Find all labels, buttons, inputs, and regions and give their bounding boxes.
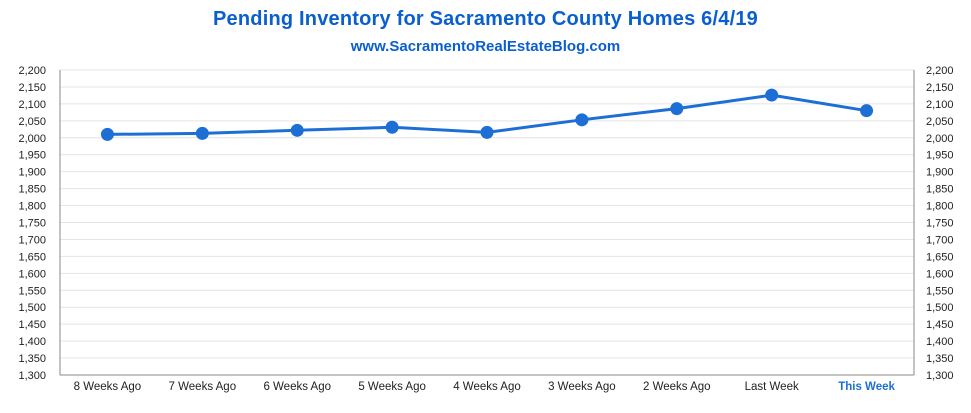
y-tick-label-left: 1,600 [18,268,46,280]
y-tick-label-right: 1,700 [926,234,954,246]
y-tick-label-right: 1,500 [926,302,954,314]
y-axis-left-ticks: 1,300 1,350 1,400 1,450 1,500 1,550 1,600 1,650… [18,65,46,382]
data-point [480,125,494,139]
y-tick-label-right: 1,350 [926,353,954,365]
y-tick-label-left: 2,000 [18,133,46,145]
y-tick-label-right: 1,400 [926,336,954,348]
y-axis-right-ticks: 1,300 1,350 1,400 1,450 1,500 1,550 1,600 1,650… [926,65,954,382]
y-tick-label-left: 1,950 [18,150,46,162]
series-pending-inventory [100,88,874,141]
y-tick-label-right: 1,850 [926,184,954,196]
y-tick-label-left: 2,050 [18,116,46,128]
y-tick-label-right: 1,950 [926,150,954,162]
gridlines [60,69,914,359]
y-tick-label-left: 2,100 [18,99,46,111]
data-point [290,123,304,137]
x-tick-label: 6 Weeks Ago [263,381,331,393]
y-tick-label-left: 1,300 [18,370,46,382]
data-point [575,113,589,127]
y-tick-label-right: 1,750 [926,218,954,230]
data-point [765,88,779,102]
y-tick-label-left: 2,200 [18,65,46,77]
x-tick-label: 2 Weeks Ago [643,381,711,393]
data-point [860,104,874,118]
y-tick-label-right: 2,200 [926,65,954,77]
x-axis-ticks: 8 Weeks Ago 7 Weeks Ago 6 Weeks Ago 5 Weeks… [74,381,896,393]
chart-title: Pending Inventory for Sacramento County … [213,8,758,30]
y-tick-label-right: 1,650 [926,251,954,263]
y-tick-label-left: 1,350 [18,353,46,365]
y-tick-label-left: 2,150 [18,82,46,94]
y-tick-label-left: 1,450 [18,319,46,331]
x-tick-label: 5 Weeks Ago [358,381,426,393]
y-tick-label-left: 1,400 [18,336,46,348]
y-tick-label-right: 1,600 [926,268,954,280]
data-point [385,120,399,134]
y-tick-label-right: 1,450 [926,319,954,331]
y-tick-label-left: 1,900 [18,167,46,179]
x-tick-label: 4 Weeks Ago [453,381,521,393]
y-tick-label-left: 1,800 [18,201,46,213]
x-tick-label: 7 Weeks Ago [169,381,237,393]
x-tick-label-current: This Week [838,381,895,393]
y-tick-label-right: 1,300 [926,370,954,382]
data-point [670,102,684,116]
y-tick-label-left: 1,500 [18,302,46,314]
x-tick-label: 3 Weeks Ago [548,381,616,393]
axes [59,70,915,376]
y-tick-label-right: 2,150 [926,82,954,94]
y-tick-label-right: 2,050 [926,116,954,128]
y-tick-label-right: 1,800 [926,201,954,213]
chart-subtitle: www.SacramentoRealEstateBlog.com [350,38,621,55]
y-tick-label-right: 1,900 [926,167,954,179]
data-point [195,126,209,140]
x-tick-label: 8 Weeks Ago [74,381,142,393]
y-tick-label-left: 1,750 [18,218,46,230]
y-tick-label-left: 1,850 [18,184,46,196]
y-tick-label-left: 1,650 [18,251,46,263]
data-point [100,127,114,141]
y-tick-label-right: 2,000 [926,133,954,145]
y-tick-label-right: 1,550 [926,285,954,297]
y-tick-label-left: 1,700 [18,234,46,246]
y-tick-label-right: 2,100 [926,99,954,111]
x-tick-label: Last Week [745,381,799,393]
y-tick-label-left: 1,550 [18,285,46,297]
